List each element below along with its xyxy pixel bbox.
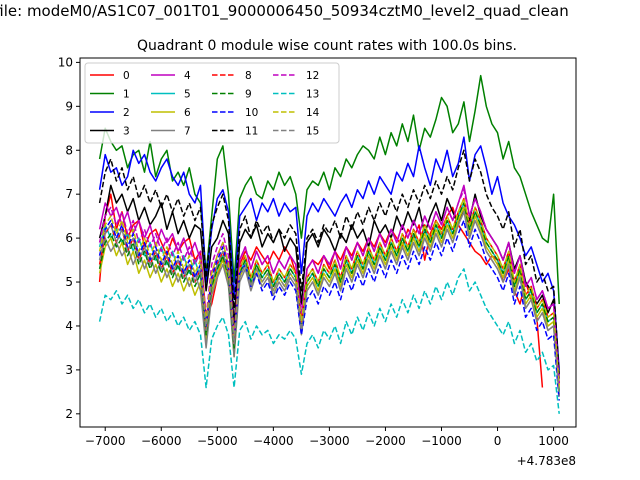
legend-label-9: 9 — [245, 89, 252, 101]
legend-label-10: 10 — [245, 107, 258, 119]
legend-label-6: 6 — [184, 107, 191, 119]
y-axis: 2 3 4 5 6 7 8 9 10 — [58, 55, 80, 421]
legend-label-4: 4 — [184, 70, 191, 82]
series-line-13 — [98, 268, 560, 414]
legend-label-5: 5 — [184, 89, 191, 101]
series-line-15 — [98, 211, 560, 397]
legend-label-13: 13 — [306, 89, 319, 101]
plot-frame — [79, 57, 577, 428]
x-axis: −7000 −6000 −5000 −4000 −3000 −2000 −1000 0 1000 — [85, 427, 569, 448]
series-line-11 — [98, 149, 560, 375]
x-tick-label: −1000 — [421, 434, 462, 448]
y-tick-label: 5 — [65, 275, 73, 289]
x-tick-label: −4000 — [253, 434, 294, 448]
x-tick-label: 0 — [494, 434, 502, 448]
y-tick-label: 7 — [65, 187, 73, 201]
legend-label-3: 3 — [123, 126, 130, 138]
x-tick-label: −6000 — [141, 434, 182, 448]
series-line-4 — [98, 184, 560, 384]
series-line-1 — [98, 74, 560, 305]
figure-suptitle: n file: modeM0/AS1C07_001T01_9000006450_… — [0, 2, 569, 20]
y-tick-label: 4 — [65, 319, 73, 333]
series-line-12 — [98, 189, 560, 384]
x-tick-label: −2000 — [365, 434, 406, 448]
x-tick-label: 1000 — [538, 434, 569, 448]
legend-label-1: 1 — [123, 89, 130, 101]
legend-label-7: 7 — [184, 126, 191, 138]
series-line-10 — [98, 219, 560, 401]
legend-box — [84, 62, 340, 144]
x-axis-offset-label: +4.783e8 — [517, 454, 576, 468]
legend-label-2: 2 — [123, 107, 130, 119]
x-tick-label: −3000 — [309, 434, 350, 448]
series-line-5 — [98, 202, 560, 392]
y-tick-label: 9 — [65, 99, 73, 113]
series-line-2 — [98, 136, 560, 370]
legend-label-15: 15 — [306, 126, 319, 138]
series-line-9 — [98, 202, 560, 392]
y-tick-label: 2 — [65, 407, 73, 421]
x-tick-label: −7000 — [85, 434, 126, 448]
series-layer — [98, 74, 560, 414]
y-tick-label: 8 — [65, 143, 73, 157]
y-tick-label: 3 — [65, 363, 73, 377]
legend-label-12: 12 — [306, 70, 319, 82]
legend-label-8: 8 — [245, 70, 252, 82]
series-line-8 — [98, 197, 560, 388]
series-line-14 — [98, 197, 560, 388]
y-tick-label: 6 — [65, 231, 73, 245]
series-line-3 — [98, 184, 560, 379]
legend-label-14: 14 — [306, 107, 320, 119]
chart-title: Quadrant 0 module wise count rates with … — [137, 38, 517, 54]
legend-label-11: 11 — [245, 126, 258, 138]
x-tick-label: −5000 — [197, 434, 238, 448]
y-tick-label: 10 — [58, 55, 73, 69]
legend-label-0: 0 — [123, 70, 130, 82]
